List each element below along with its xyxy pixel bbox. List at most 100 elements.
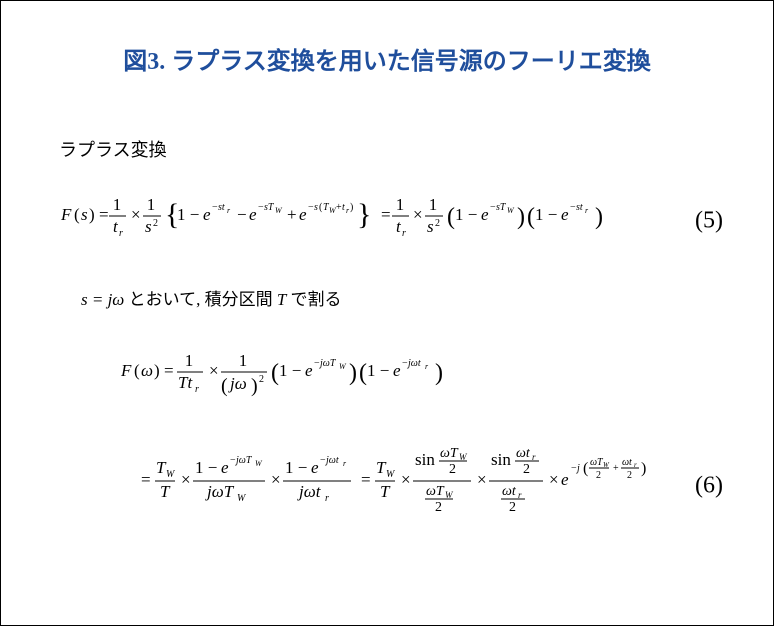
svg-text:W: W: [166, 469, 176, 480]
svg-text:2: 2: [627, 470, 632, 481]
svg-text:ωt: ωt: [502, 484, 517, 499]
slide-title: 図3. ラプラス変換を用いた信号源のフーリエ変換: [51, 41, 723, 76]
svg-text:e: e: [299, 205, 307, 224]
svg-text:e: e: [221, 458, 229, 477]
svg-text:r: r: [195, 384, 199, 395]
svg-text:×: ×: [271, 470, 281, 489]
svg-text:e: e: [203, 205, 211, 224]
svg-text:1 −: 1 −: [279, 361, 301, 380]
svg-text:(: (: [359, 360, 367, 386]
svg-text:1 −: 1 −: [455, 205, 477, 224]
svg-text:): ): [517, 204, 525, 230]
svg-text:+: +: [613, 463, 619, 474]
svg-text:): ): [595, 204, 603, 230]
svg-text:(: (: [583, 460, 588, 477]
svg-text:×: ×: [413, 205, 423, 224]
svg-text:ωT: ωT: [426, 484, 445, 499]
note-suffix: で割る: [291, 290, 342, 309]
svg-text:): ): [89, 205, 95, 224]
svg-text:r: r: [119, 228, 123, 239]
svg-text:W: W: [275, 206, 283, 215]
svg-text:=: =: [164, 361, 174, 380]
svg-text:W: W: [386, 469, 396, 480]
svg-text:ωT: ωT: [440, 446, 459, 461]
svg-text:1: 1: [147, 195, 156, 214]
svg-text:Tt: Tt: [178, 373, 193, 392]
svg-text:+: +: [287, 205, 297, 224]
svg-text:jωT: jωT: [318, 358, 337, 369]
svg-text:e: e: [481, 205, 489, 224]
svg-text:=: =: [141, 470, 151, 489]
svg-text:×: ×: [401, 470, 411, 489]
svg-text:s: s: [81, 205, 88, 224]
svg-text:jωt: jωt: [297, 482, 322, 501]
svg-text:1: 1: [113, 195, 122, 214]
svg-text:s: s: [427, 217, 434, 236]
slide-page: 図3. ラプラス変換を用いた信号源のフーリエ変換 ラプラス変換 F ( s ) …: [0, 0, 774, 626]
equation-6-svg: = TW T × 1 − e −jωTW jωTW × 1 − e −jωtr …: [141, 443, 741, 523]
svg-text:=: =: [361, 470, 371, 489]
svg-text:}: }: [357, 198, 371, 231]
svg-text:×: ×: [549, 470, 559, 489]
svg-text:): ): [435, 360, 443, 386]
svg-text:sT: sT: [496, 202, 507, 213]
svg-text:st: st: [218, 202, 225, 213]
svg-text:t: t: [342, 202, 345, 213]
svg-text:=: =: [99, 205, 109, 224]
svg-text:e: e: [249, 205, 257, 224]
svg-text:1: 1: [185, 351, 194, 370]
svg-text:1 −: 1 −: [367, 361, 389, 380]
equation-6-number: (6): [695, 472, 723, 499]
svg-text:ωt: ωt: [516, 446, 531, 461]
svg-text:−: −: [237, 205, 247, 224]
svg-text:s: s: [145, 217, 152, 236]
svg-text:1: 1: [429, 195, 438, 214]
svg-text:r: r: [425, 362, 429, 371]
svg-text:=: =: [381, 205, 391, 224]
equation-5-svg: F ( s ) = 1 t r × 1 s 2 { 1 − e: [51, 190, 691, 246]
svg-text:(: (: [221, 375, 228, 397]
svg-text:ω: ω: [141, 361, 153, 380]
section-label-laplace: ラプラス変換: [59, 136, 723, 162]
svg-text:e: e: [305, 361, 313, 380]
note-s-eq-jw: s = jω: [81, 290, 124, 309]
svg-text:r: r: [227, 206, 231, 215]
svg-text:(: (: [134, 361, 140, 380]
svg-text:ωT: ωT: [590, 457, 604, 468]
svg-text:e: e: [393, 361, 401, 380]
svg-text:(: (: [527, 204, 535, 230]
svg-text:r: r: [343, 459, 347, 468]
svg-text:sin: sin: [491, 450, 511, 469]
svg-text:1 −: 1 −: [285, 458, 307, 477]
svg-text:2: 2: [523, 462, 530, 477]
svg-text:1 −: 1 −: [195, 458, 217, 477]
svg-text:F: F: [60, 205, 72, 224]
svg-text:e: e: [311, 458, 319, 477]
svg-text:1: 1: [396, 195, 405, 214]
svg-text:2: 2: [596, 470, 601, 481]
equation-F-omega-svg: F ( ω ) = 1 Tt r × 1 ( jω ) 2 ( 1 −: [121, 344, 641, 404]
svg-text:r: r: [325, 493, 329, 504]
svg-text:jωT: jωT: [205, 482, 235, 501]
svg-text:×: ×: [477, 470, 487, 489]
svg-text:×: ×: [181, 470, 191, 489]
svg-text:2: 2: [509, 500, 516, 515]
svg-text:1 −: 1 −: [535, 205, 557, 224]
svg-text:×: ×: [131, 205, 141, 224]
note-T: T: [277, 290, 286, 309]
substitution-note: s = jω とおいて, 積分区間 T で割る: [81, 285, 723, 310]
svg-text:sT: sT: [264, 202, 275, 213]
svg-text:2: 2: [435, 500, 442, 515]
svg-text:sin: sin: [415, 450, 435, 469]
svg-text:jωT: jωT: [234, 455, 253, 466]
svg-text:jωt: jωt: [406, 358, 421, 369]
svg-text:2: 2: [435, 218, 440, 229]
svg-text:T: T: [160, 482, 171, 501]
svg-text:(: (: [447, 204, 455, 230]
svg-text:): ): [251, 375, 258, 397]
svg-text:2: 2: [449, 462, 456, 477]
svg-text:): ): [641, 460, 646, 477]
equation-F-omega: F ( ω ) = 1 Tt r × 1 ( jω ) 2 ( 1 −: [121, 344, 723, 409]
svg-text:): ): [154, 361, 160, 380]
svg-text:s: s: [314, 202, 318, 213]
